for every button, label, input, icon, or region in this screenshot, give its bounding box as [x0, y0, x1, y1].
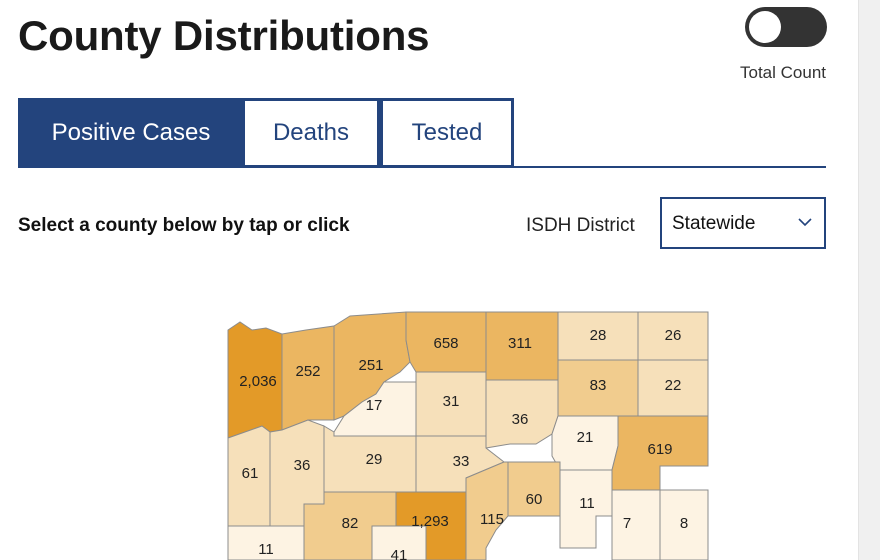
county-value-label: 29: [366, 451, 383, 468]
county-value-label: 252: [295, 363, 320, 380]
county-value-label: 60: [526, 491, 543, 508]
total-count-toggle[interactable]: [745, 7, 827, 47]
county-value-label: 82: [342, 515, 359, 532]
county-shape[interactable]: [611, 489, 661, 560]
county-value-label: 61: [242, 465, 259, 482]
page-scroll-gutter: [858, 0, 880, 560]
county-value-label: 251: [358, 357, 383, 374]
county-value-label: 17: [366, 397, 383, 414]
toggle-label: Total Count: [740, 63, 826, 82]
county-shape[interactable]: [333, 311, 411, 421]
county-value-label: 36: [512, 411, 529, 428]
county-value-label: 83: [590, 377, 607, 394]
county-value-label: 41: [391, 547, 408, 560]
tab-deaths[interactable]: Deaths: [242, 98, 380, 168]
county-value-label: 658: [433, 335, 458, 352]
county-value-label: 2,036: [239, 373, 277, 390]
district-label: ISDH District: [526, 215, 635, 236]
county-value-label: 22: [665, 377, 682, 394]
map-instruction: Select a county below by tap or click: [18, 215, 350, 236]
county-value-label: 115: [480, 511, 504, 528]
county-value-label: 7: [623, 515, 631, 532]
county-value-label: 1,293: [411, 513, 449, 530]
tab-tested[interactable]: Tested: [380, 98, 514, 168]
county-value-label: 33: [453, 453, 470, 470]
tabs-underline: [18, 166, 826, 168]
county-shape[interactable]: [227, 525, 305, 560]
toggle-knob: [749, 11, 781, 43]
county-shape[interactable]: [371, 525, 427, 560]
page-title: County Distributions: [18, 12, 430, 59]
county-value-label: 11: [579, 495, 595, 512]
county-shape[interactable]: [559, 469, 613, 549]
county-value-label: 26: [665, 327, 682, 344]
district-select[interactable]: Statewide: [660, 197, 826, 249]
county-value-label: 8: [680, 515, 688, 532]
county-value-label: 11: [258, 541, 274, 558]
county-value-label: 31: [443, 393, 460, 410]
district-select-value: Statewide: [672, 213, 756, 234]
county-value-label: 28: [590, 327, 607, 344]
county-value-label: 311: [508, 335, 532, 352]
county-value-label: 36: [294, 457, 311, 474]
county-value-label: 619: [647, 441, 672, 458]
county-value-label: 21: [577, 429, 594, 446]
chevron-down-icon: [798, 218, 812, 227]
county-shape[interactable]: [659, 489, 709, 560]
county-shape[interactable]: [465, 461, 509, 560]
